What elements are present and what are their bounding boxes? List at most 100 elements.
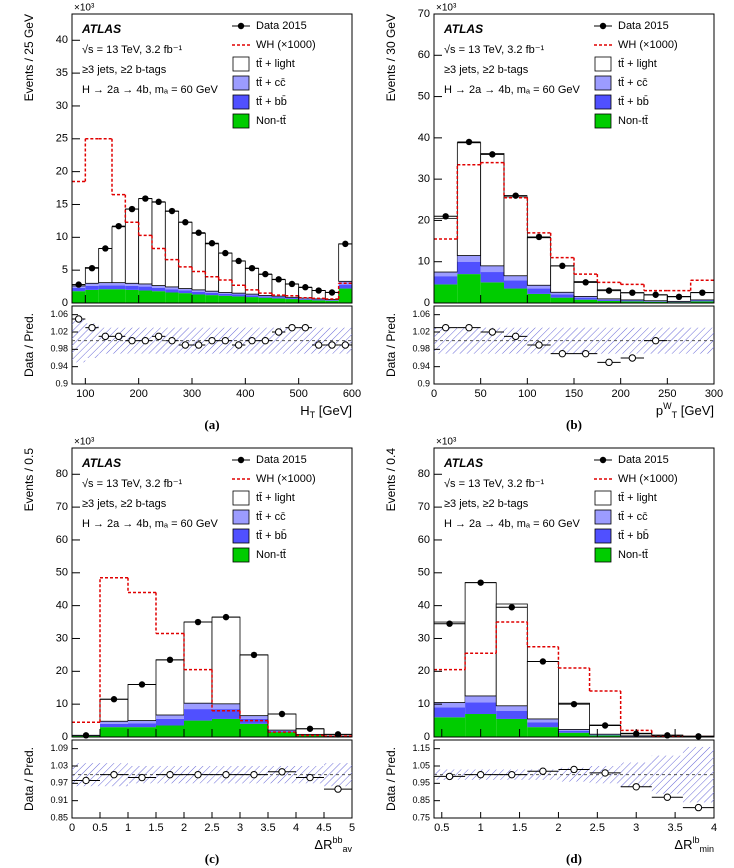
bar-segment — [434, 702, 466, 708]
uncertainty-band — [178, 327, 192, 354]
data-point — [652, 291, 659, 298]
data-point — [142, 195, 149, 202]
x-tick-label: 200 — [611, 388, 629, 400]
data-point — [342, 240, 349, 248]
bar-segment — [504, 280, 528, 289]
bar-segment — [98, 285, 112, 290]
y-tick-label: 60 — [418, 534, 430, 546]
bar-segment — [465, 695, 497, 703]
bar-segment — [690, 300, 714, 302]
legend-label: tt̄ + cc̄ — [256, 511, 286, 523]
bar-segment — [184, 709, 212, 721]
bar-segment — [620, 301, 644, 303]
y-tick-label: 0 — [62, 731, 68, 743]
y-tick-label: 15 — [56, 198, 68, 210]
bar-segment — [205, 291, 219, 293]
bar-segment — [527, 722, 559, 728]
legend-data-marker — [599, 456, 607, 464]
bar-segment — [258, 274, 273, 296]
data-point — [166, 656, 174, 664]
y-axis-label: Events / 25 GeV — [22, 14, 36, 101]
data-point — [250, 651, 258, 659]
bar-segment — [312, 299, 326, 301]
ratio-point — [221, 336, 230, 345]
bar-segment — [338, 288, 352, 303]
bar-segment — [128, 727, 156, 737]
bar-segment — [240, 718, 268, 724]
legend-label: WH (×1000) — [618, 473, 678, 485]
bar-segment — [434, 276, 458, 285]
data-point — [465, 138, 473, 146]
x-axis-label-part: bb — [332, 835, 342, 845]
ratio-point — [234, 341, 243, 349]
bar-segment — [111, 226, 126, 284]
data-point — [699, 289, 706, 296]
data-point — [115, 222, 122, 230]
uncertainty-band — [457, 327, 481, 354]
annotation: H → 2a → 4b, mₐ = 60 GeV — [444, 84, 581, 96]
bar-segment — [165, 292, 179, 303]
bar-segment — [268, 731, 296, 733]
ratio-point — [301, 323, 310, 332]
ratio-y-tick-label: 1.02 — [412, 326, 430, 336]
plot-frame — [433, 447, 715, 738]
bar-segment — [258, 296, 272, 298]
x-axis-label-part: [GeV] — [677, 403, 714, 418]
bar-segment — [456, 142, 482, 256]
x-axis-label: ΔRbbav — [314, 835, 352, 853]
bar-segment — [218, 293, 232, 296]
x-axis-label-part: ΔR — [314, 837, 332, 852]
bar-segment — [433, 217, 458, 273]
uncertainty-band — [480, 327, 504, 354]
bar-segment — [620, 300, 644, 302]
bar-segment — [192, 289, 206, 292]
legend-label: Data 2015 — [618, 20, 669, 32]
multiplier: ×10³ — [436, 437, 457, 448]
data-point — [315, 287, 322, 294]
bar-segment — [434, 272, 458, 277]
bar-segment — [434, 707, 466, 718]
ratio-y-tick-label: 0.85 — [412, 795, 430, 805]
ratio-point — [558, 349, 567, 358]
x-tick-label: 0.5 — [434, 822, 449, 834]
bar-segment — [165, 286, 179, 290]
x-tick-label: 3 — [237, 822, 243, 834]
ratio-point — [334, 785, 342, 793]
y-tick-label: 10 — [56, 698, 68, 710]
x-tick-label: 2.5 — [590, 822, 605, 834]
x-tick-label: 400 — [236, 388, 254, 400]
x-tick-label: 2 — [181, 822, 187, 834]
ratio-y-tick-label: 0.94 — [50, 361, 68, 371]
bar-segment — [205, 292, 219, 296]
data-point — [235, 257, 242, 265]
legend-swatch — [232, 490, 250, 506]
legend-label: tt̄ + cc̄ — [618, 511, 648, 523]
bar-segment — [558, 702, 590, 730]
ratio-y-tick-label: 0.97 — [50, 778, 68, 788]
data-point — [88, 264, 96, 272]
x-tick-label: 150 — [565, 388, 583, 400]
data-point — [182, 219, 189, 226]
annotation: √s = 13 TeV, 3.2 fb⁻¹ — [444, 44, 545, 56]
ratio-point — [141, 336, 150, 345]
ratio-point — [168, 336, 176, 345]
y-tick-label: 30 — [56, 632, 68, 644]
data-point — [535, 233, 543, 241]
ratio-point — [663, 793, 672, 801]
ratio-y-tick-label: 0.91 — [50, 795, 68, 805]
data-point — [278, 710, 286, 718]
legend-label: tt̄ + light — [256, 492, 295, 504]
ratio-point — [82, 776, 90, 785]
bar-segment — [312, 300, 326, 303]
legend-swatch — [594, 509, 612, 525]
data-point — [288, 280, 296, 288]
y-tick-label: 50 — [56, 567, 68, 579]
data-point — [328, 289, 336, 296]
bar-segment — [597, 298, 621, 300]
x-tick-label: 600 — [343, 388, 361, 400]
data-point — [570, 700, 578, 708]
bar-segment — [589, 735, 621, 737]
ratio-y-tick-label: 0.95 — [412, 778, 430, 788]
ratio-point — [445, 772, 454, 781]
